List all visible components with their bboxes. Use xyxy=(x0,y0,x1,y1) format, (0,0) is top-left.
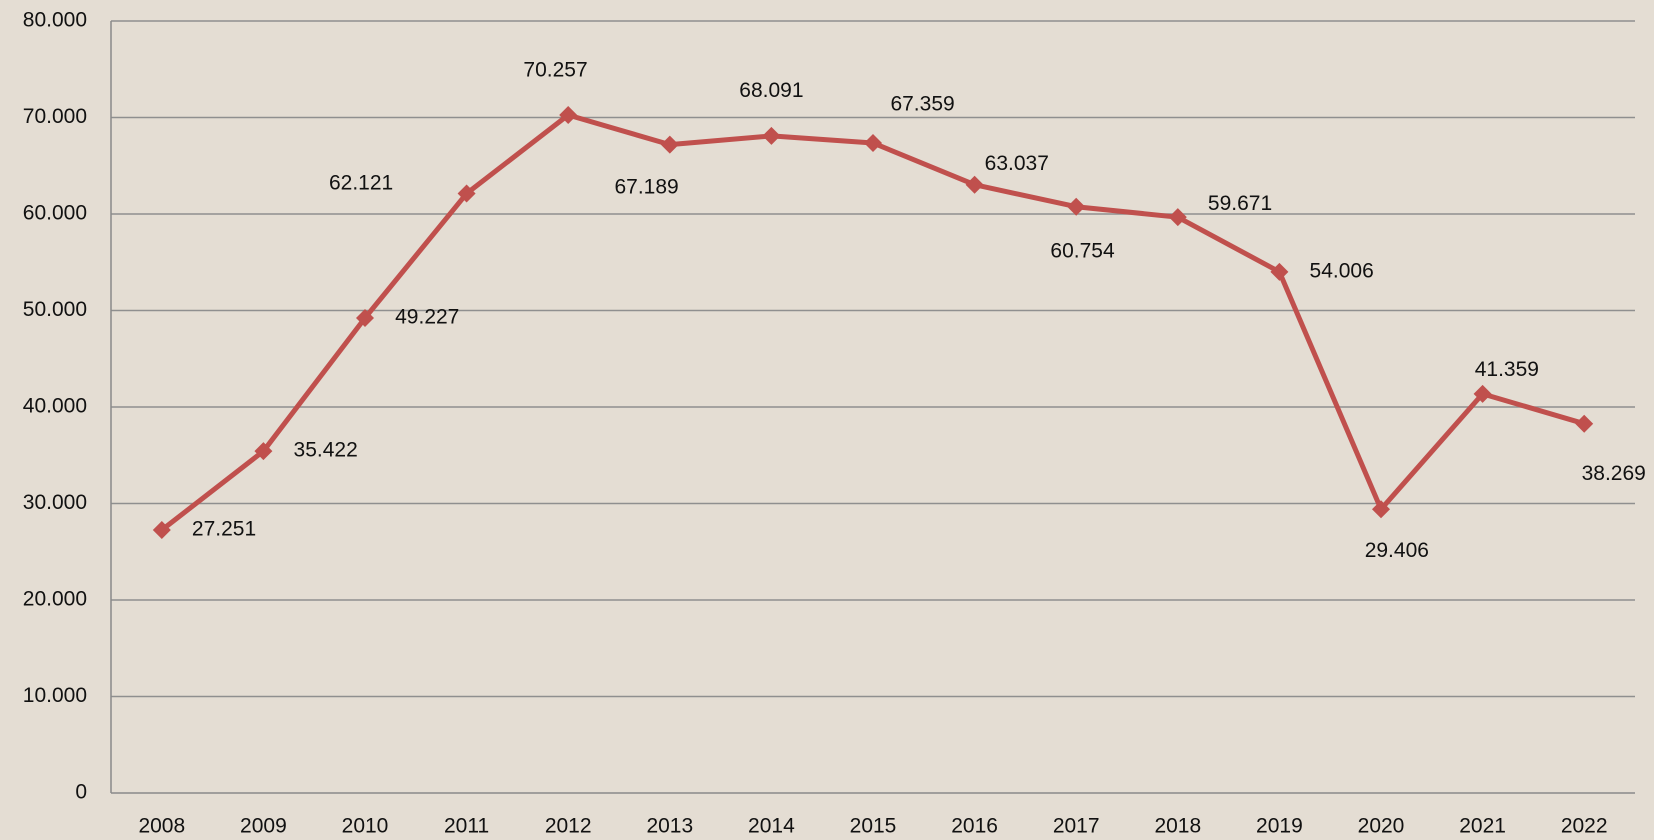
y-tick-label: 10.000 xyxy=(23,684,87,707)
data-label: 59.671 xyxy=(1208,192,1272,215)
y-tick-label: 60.000 xyxy=(23,202,87,225)
marker xyxy=(1270,262,1289,281)
x-tick-label: 2012 xyxy=(545,815,592,838)
x-tick-label: 2014 xyxy=(748,815,795,838)
x-tick-label: 2017 xyxy=(1053,815,1100,838)
x-tick-label: 2013 xyxy=(646,815,693,838)
marker xyxy=(762,126,781,145)
marker xyxy=(864,133,882,152)
x-tick-label: 2011 xyxy=(444,815,489,838)
data-label: 41.359 xyxy=(1475,358,1539,381)
data-label: 38.269 xyxy=(1582,462,1646,485)
data-label: 35.422 xyxy=(294,439,358,462)
data-label: 54.006 xyxy=(1310,259,1374,282)
data-label: 68.091 xyxy=(739,79,803,102)
x-tick-label: 2010 xyxy=(342,815,389,838)
y-tick-label: 50.000 xyxy=(23,298,87,321)
y-tick-label: 70.000 xyxy=(23,105,87,128)
x-tick-label: 2022 xyxy=(1561,815,1608,838)
marker xyxy=(1575,414,1594,433)
x-tick-label: 2009 xyxy=(240,815,287,838)
x-tick-label: 2016 xyxy=(951,815,998,838)
marker xyxy=(1067,197,1086,216)
marker xyxy=(356,308,374,327)
marker xyxy=(1168,208,1187,227)
y-tick-label: 40.000 xyxy=(23,395,87,418)
marker xyxy=(660,135,679,154)
y-tick-label: 20.000 xyxy=(23,588,87,611)
x-tick-label: 2015 xyxy=(850,815,897,838)
data-label: 67.359 xyxy=(890,93,954,116)
marker xyxy=(254,442,273,461)
y-tick-label: 30.000 xyxy=(23,491,87,514)
x-tick-label: 2008 xyxy=(138,815,185,838)
x-tick-label: 2018 xyxy=(1154,815,1201,838)
marker xyxy=(559,106,578,125)
data-label: 70.257 xyxy=(523,58,587,81)
marker xyxy=(457,184,476,203)
marker xyxy=(1473,384,1492,403)
data-label: 27.251 xyxy=(192,518,256,541)
x-tick-label: 2019 xyxy=(1256,815,1303,838)
data-label: 49.227 xyxy=(395,306,459,329)
marker xyxy=(965,175,984,194)
y-tick-label: 80.000 xyxy=(23,9,87,32)
x-tick-label: 2021 xyxy=(1459,815,1506,838)
marker xyxy=(152,521,171,540)
y-tick-label: 0 xyxy=(75,781,87,804)
data-label: 29.406 xyxy=(1365,539,1429,562)
data-label: 67.189 xyxy=(614,175,678,198)
data-label: 63.037 xyxy=(985,152,1049,175)
data-label: 60.754 xyxy=(1050,240,1115,263)
x-tick-label: 2020 xyxy=(1358,815,1405,838)
marker xyxy=(1372,500,1390,519)
data-label: 62.121 xyxy=(329,172,393,195)
